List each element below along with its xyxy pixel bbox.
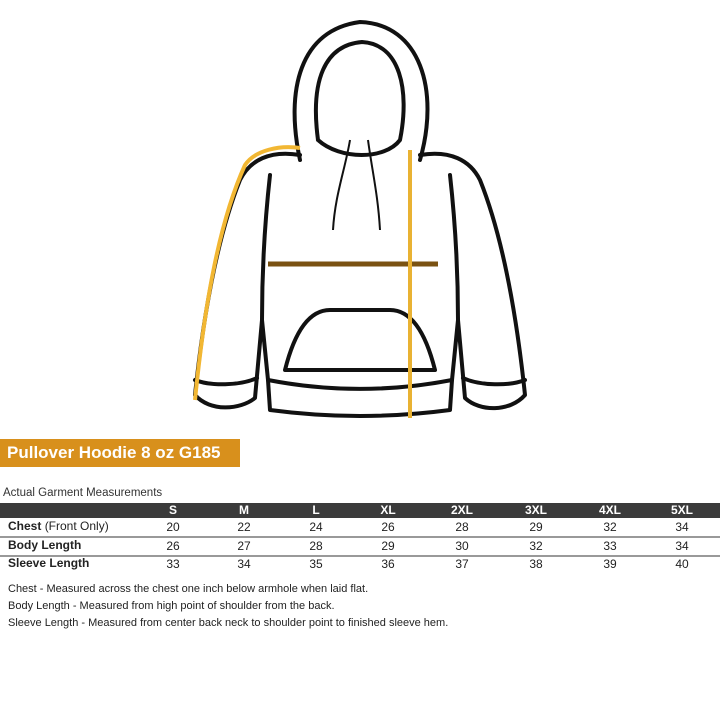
row-sublabel: (Front Only)	[44, 519, 109, 533]
table-cell: 32	[529, 539, 543, 553]
note-body-length: Body Length - Measured from high point o…	[8, 600, 335, 612]
table-cell: 36	[381, 557, 395, 571]
cuff-left	[193, 376, 259, 387]
table-cell: 20	[166, 520, 180, 534]
table-cell: 29	[529, 520, 543, 534]
row-label: Sleeve Length	[8, 556, 89, 570]
size-header: S	[168, 503, 177, 517]
table-cell: 24	[309, 520, 323, 534]
table-row: Body Length 26 27 28 29 30 32 33 34	[0, 537, 720, 557]
table-cell: 28	[309, 539, 323, 553]
table-cell: 33	[603, 539, 617, 553]
hoodie-illustration	[193, 20, 527, 418]
drawstring-left	[332, 139, 351, 231]
table-caption: Actual Garment Measurements	[3, 487, 163, 499]
table-cell: 27	[237, 539, 251, 553]
table-cell: 37	[455, 557, 469, 571]
table-cell: 32	[603, 520, 617, 534]
armhole-right	[448, 173, 460, 322]
table-cell: 34	[237, 557, 251, 571]
size-header: XL	[380, 503, 396, 517]
table-cell: 34	[675, 520, 689, 534]
table-cell: 26	[381, 520, 395, 534]
table-cell: 26	[166, 539, 180, 553]
table-cell: 29	[381, 539, 395, 553]
row-label-text: Body Length	[8, 538, 82, 552]
size-header: 4XL	[598, 503, 621, 517]
note-sleeve-length: Sleeve Length - Measured from center bac…	[8, 617, 449, 629]
hood-inner	[313, 40, 406, 157]
sleeve-measure-line	[193, 145, 301, 401]
armhole-left	[260, 173, 272, 322]
size-header: 2XL	[450, 503, 473, 517]
table-cell: 33	[166, 557, 180, 571]
body-outline	[193, 151, 527, 418]
row-label: Body Length	[8, 538, 81, 552]
table-row: Sleeve Length 33 34 35 36 37 38 39 40	[0, 555, 720, 573]
cuff-right	[461, 376, 527, 387]
table-row: Chest (Front Only) 20 22 24 26 28 29 32 34	[0, 518, 720, 538]
row-label-text: Chest	[8, 519, 42, 533]
table-cell: 22	[237, 520, 251, 534]
note-chest: Chest - Measured across the chest one in…	[8, 583, 369, 595]
drawstring-right	[367, 139, 381, 231]
table-cell: 30	[455, 539, 469, 553]
size-header: 3XL	[524, 503, 547, 517]
table-cell: 34	[675, 539, 689, 553]
table-cell: 38	[529, 557, 543, 571]
row-label-text: Sleeve Length	[8, 556, 90, 570]
table-cell: 40	[675, 557, 689, 571]
waistband	[266, 378, 454, 391]
row-label: Chest (Front Only)	[8, 519, 109, 533]
hood-outline	[292, 20, 430, 162]
pocket	[283, 308, 437, 372]
size-header: M	[239, 503, 249, 517]
size-header-row: S M L XL 2XL 3XL 4XL 5XL	[0, 503, 720, 518]
size-header: L	[312, 503, 320, 517]
size-header: 5XL	[670, 503, 693, 517]
product-title-banner: Pullover Hoodie 8 oz G185	[0, 439, 240, 467]
table-cell: 28	[455, 520, 469, 534]
table-cell: 39	[603, 557, 617, 571]
table-cell: 35	[309, 557, 323, 571]
